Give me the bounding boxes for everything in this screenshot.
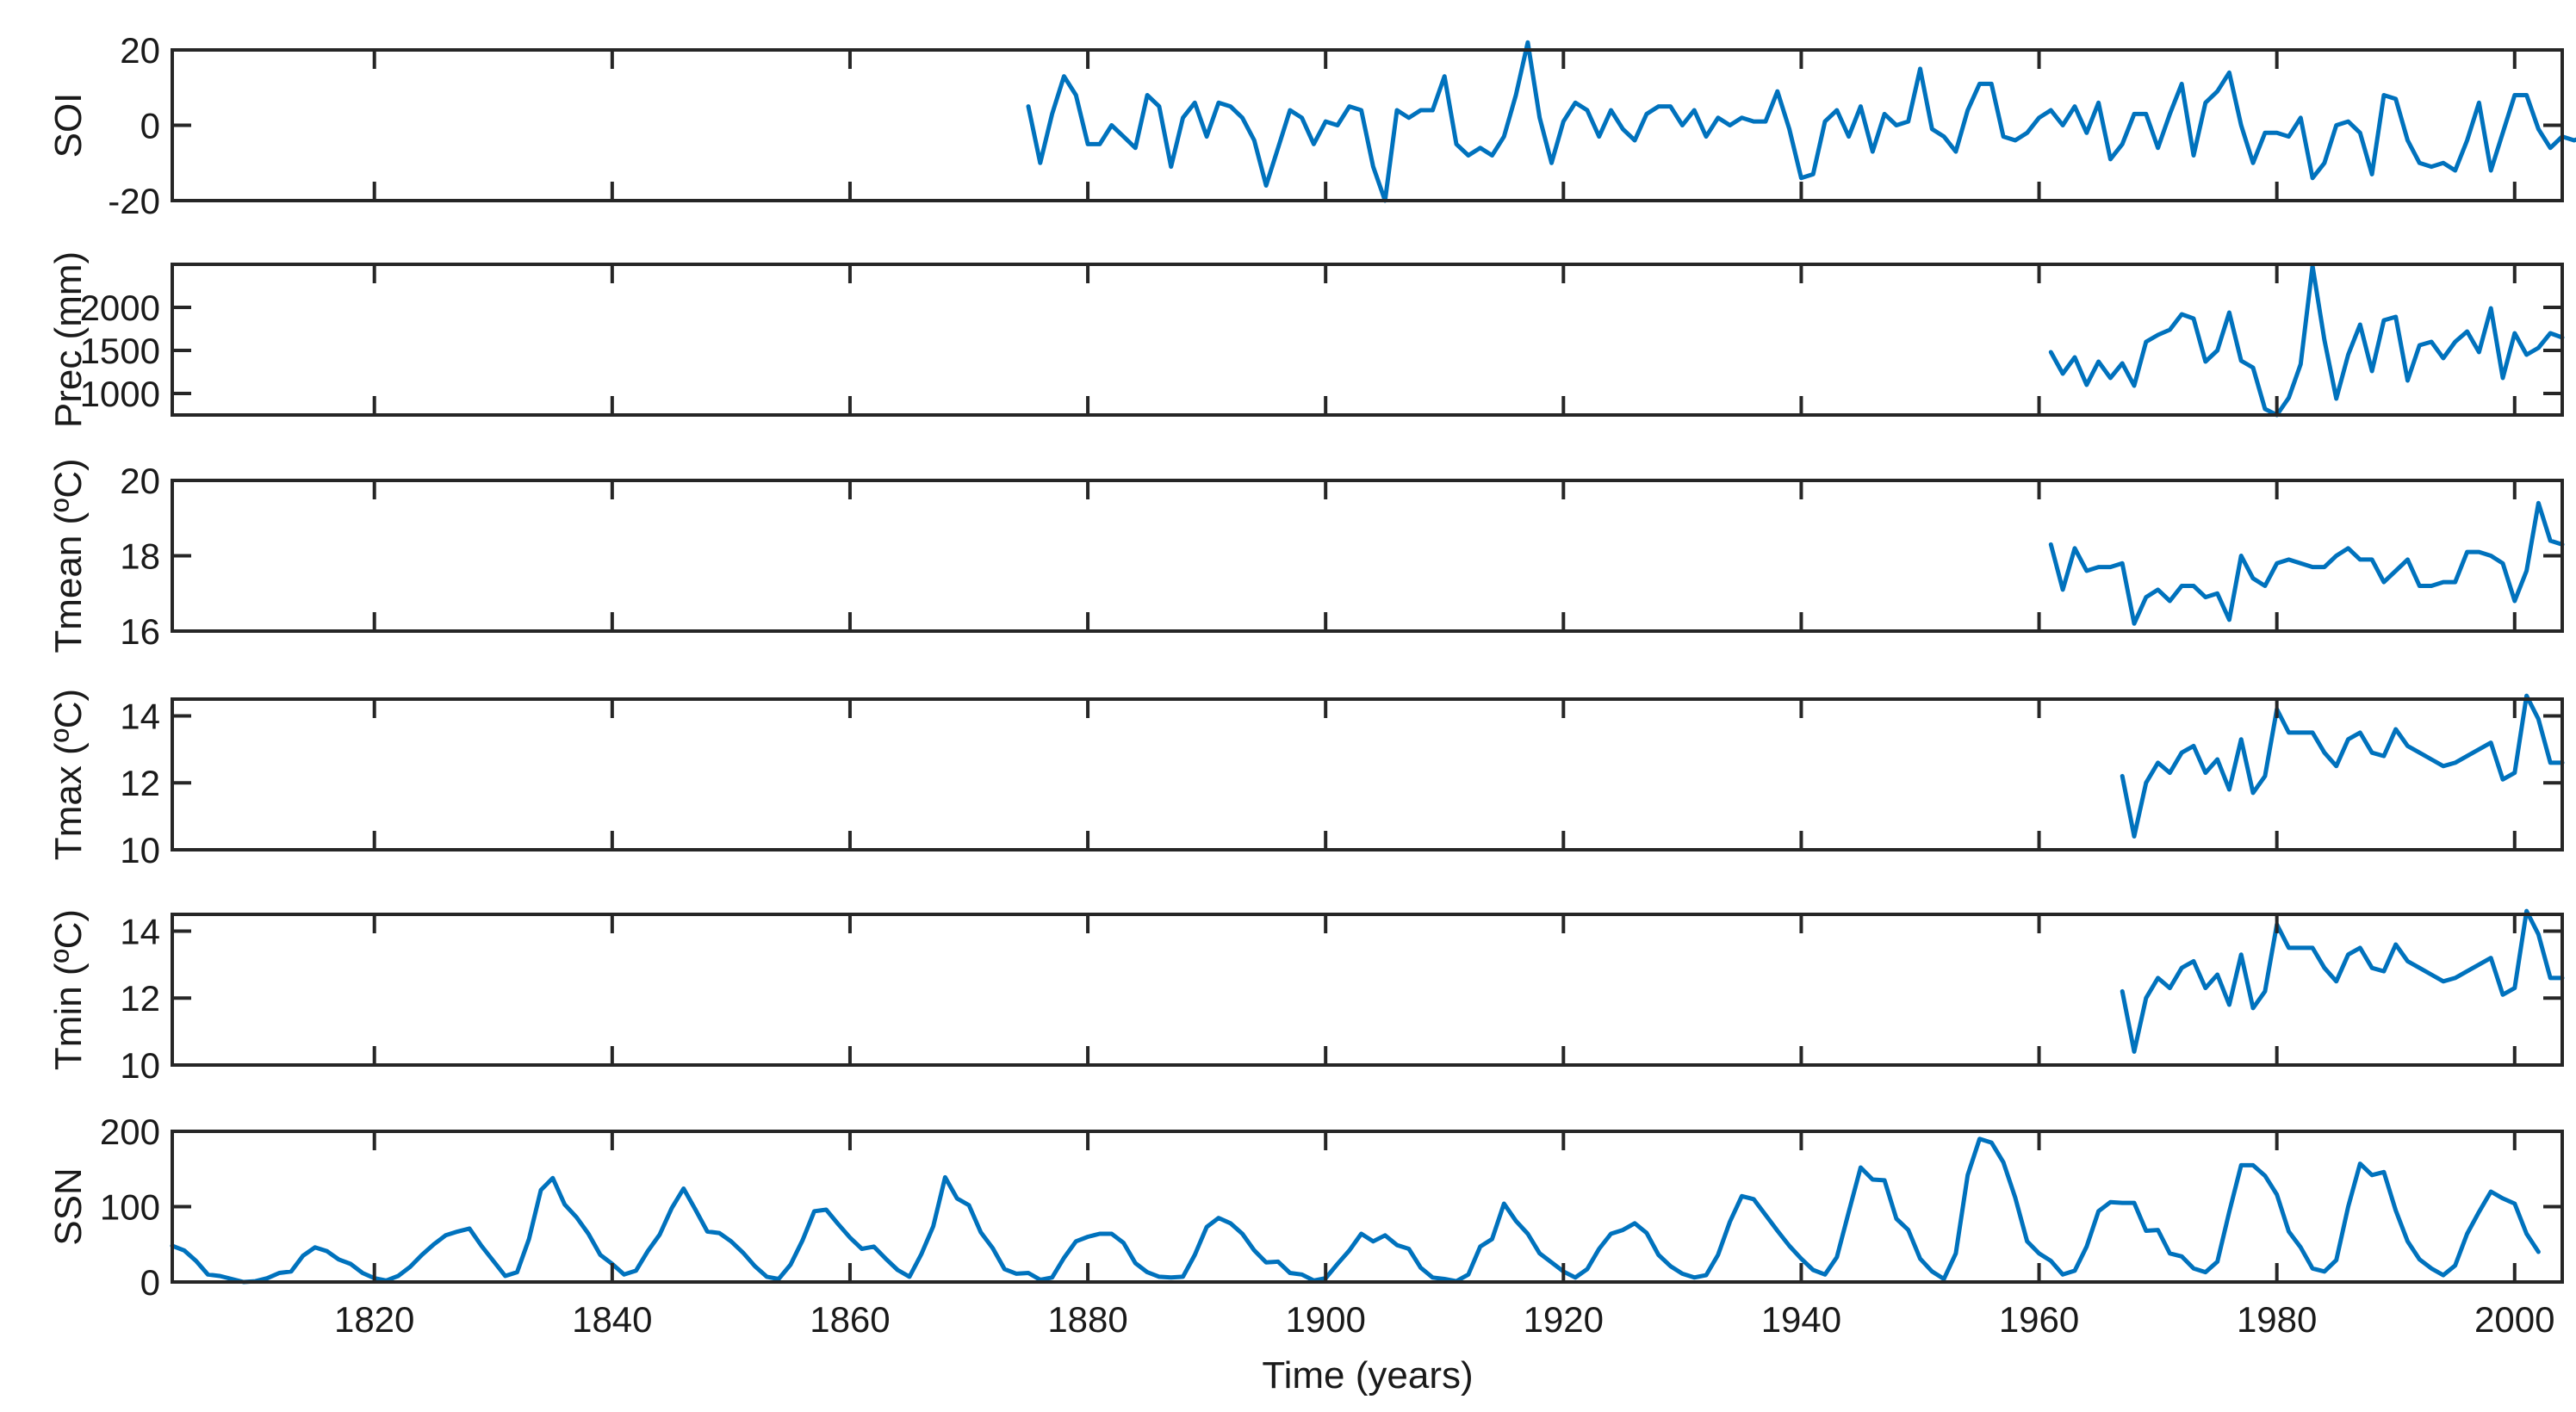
axes-frame-4 <box>171 697 2564 852</box>
panel-5: 10 12 14 Tmin (ºC) <box>47 908 2565 1086</box>
x-tick-label: 1820 <box>334 1299 414 1340</box>
x-tick-label: 1920 <box>1524 1299 1604 1340</box>
axes-frame-1 <box>171 48 2564 202</box>
series-line-1 <box>1026 40 2576 203</box>
y-tick-label: 100 <box>100 1187 160 1228</box>
y-axis-label: Tmin (ºC) <box>47 909 90 1070</box>
x-tick-label: 1880 <box>1047 1299 1127 1340</box>
y-axis-label: Prec (mm) <box>47 251 90 428</box>
y-tick-label: 0 <box>140 1262 160 1303</box>
y-tick-label: 16 <box>120 611 160 652</box>
y-axis-label: Tmax (ºC) <box>47 689 90 860</box>
axes-frame-5 <box>171 913 2564 1067</box>
x-tick-label: 2000 <box>2474 1299 2554 1340</box>
y-tick-label: 200 <box>100 1112 160 1152</box>
x-tick-label: 1980 <box>2237 1299 2317 1340</box>
y-axis-label: Tmean (ºC) <box>47 458 90 653</box>
x-tick-labels: 1820 1840 1860 1880 1900 1920 1940 1960 1980 2000 <box>334 1299 2555 1340</box>
y-tick-label: 12 <box>120 763 160 803</box>
axes-frame-6 <box>171 1130 2564 1284</box>
x-tick-label: 1940 <box>1761 1299 1841 1340</box>
series-line-5 <box>2120 908 2565 1054</box>
y-tick-label: 2000 <box>80 288 160 328</box>
x-axis-label: Time (years) <box>1262 1354 1473 1397</box>
y-tick-label: 0 <box>140 106 160 146</box>
y-tick-label: 1500 <box>80 331 160 371</box>
series-line-2 <box>2048 263 2565 418</box>
y-tick-label: 14 <box>120 696 160 736</box>
y-tick-label: 12 <box>120 978 160 1019</box>
y-tick-label: 10 <box>120 1045 160 1086</box>
series-line-4 <box>2120 693 2565 839</box>
x-tick-label: 1840 <box>572 1299 652 1340</box>
panel-3: 16 18 20 Tmean (ºC) <box>47 458 2565 653</box>
y-axis-label: SOI <box>47 93 90 158</box>
y-tick-label: 20 <box>120 461 160 501</box>
y-tick-label: 1000 <box>80 374 160 414</box>
y-axis-label: SSN <box>47 1167 90 1245</box>
axes-frame-2 <box>171 263 2564 417</box>
series-line-3 <box>2048 500 2565 626</box>
series-line-6 <box>170 1136 2541 1285</box>
y-tick-label: 14 <box>120 911 160 951</box>
x-tick-label: 1900 <box>1285 1299 1365 1340</box>
panel-4: 10 12 14 Tmax (ºC) <box>47 689 2565 870</box>
x-tick-label: 1960 <box>1999 1299 2079 1340</box>
y-tick-label: 18 <box>120 536 160 577</box>
axes-frame-3 <box>171 479 2564 633</box>
y-tick-label: 20 <box>120 30 160 71</box>
y-tick-label: -20 <box>108 181 160 221</box>
x-tick-label: 1860 <box>810 1299 890 1340</box>
y-tick-label: 10 <box>120 830 160 870</box>
panel-1: -20 0 20 SOI <box>47 30 2576 221</box>
